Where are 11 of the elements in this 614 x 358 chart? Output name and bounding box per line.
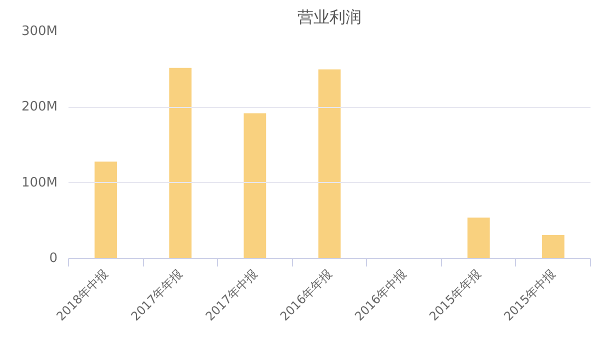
y-tick-label: 0 bbox=[49, 251, 58, 266]
bar bbox=[467, 218, 490, 258]
chart-title: 营业利润 bbox=[298, 8, 362, 26]
bar bbox=[244, 113, 266, 258]
bar bbox=[542, 235, 564, 258]
bar bbox=[318, 69, 341, 258]
y-tick-label: 200M bbox=[21, 100, 58, 115]
y-tick-label: 100M bbox=[21, 175, 58, 190]
y-tick-label: 300M bbox=[21, 24, 58, 39]
bar bbox=[94, 162, 117, 258]
bar bbox=[169, 68, 192, 258]
